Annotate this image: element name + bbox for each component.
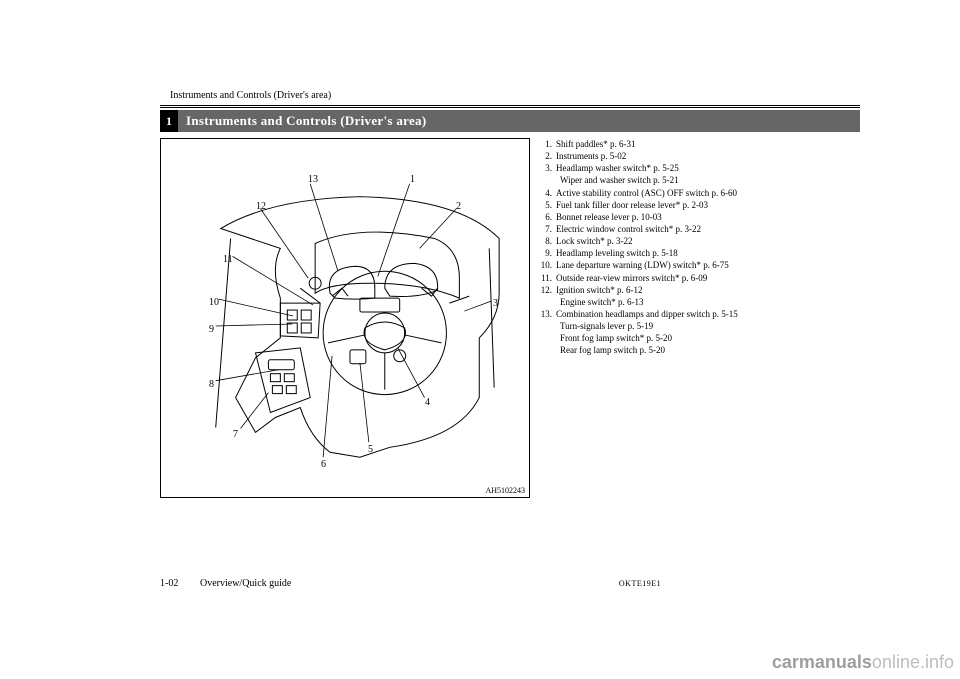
- list-item: 7.Electric window control switch* p. 3-2…: [540, 223, 860, 235]
- watermark: carmanualsonline.info: [772, 652, 954, 673]
- list-item: 5.Fuel tank filler door release lever* p…: [540, 199, 860, 211]
- callout-number: 1: [410, 174, 415, 185]
- footer-page-number: 1-02: [140, 578, 200, 589]
- footer-doc-code: OKTE19E1: [420, 579, 860, 588]
- list-item: 11.Outside rear-view mirrors switch* p. …: [540, 272, 860, 284]
- list-item-subline: Front fog lamp switch* p. 5-20: [540, 332, 860, 344]
- list-item-text: Headlamp leveling switch p. 5-18: [556, 247, 860, 259]
- list-item: 12.Ignition switch* p. 6-12: [540, 284, 860, 296]
- list-item-subline: Wiper and washer switch p. 5-21: [540, 174, 860, 186]
- list-item-text: Bonnet release lever p. 10-03: [556, 211, 860, 223]
- callout-number: 2: [456, 201, 461, 212]
- section-title: Instruments and Controls (Driver's area): [178, 110, 860, 132]
- watermark-a: carmanuals: [772, 652, 872, 672]
- callout-number: 5: [368, 444, 373, 455]
- list-item: 8.Lock switch* p. 3-22: [540, 235, 860, 247]
- list-item: 2.Instruments p. 5-02: [540, 150, 860, 162]
- list-item: 13.Combination headlamps and dipper swit…: [540, 308, 860, 320]
- list-item: 9.Headlamp leveling switch p. 5-18: [540, 247, 860, 259]
- dashboard-diagram: 12345678910111213 AH5102243: [160, 138, 530, 498]
- callout-number: 3: [493, 298, 498, 309]
- list-item-number: 3.: [540, 162, 556, 174]
- list-item-subline: Rear fog lamp switch p. 5-20: [540, 344, 860, 356]
- list-item-text: Combination headlamps and dipper switch …: [556, 308, 860, 320]
- running-head: Instruments and Controls (Driver's area): [170, 90, 860, 101]
- watermark-c: .info: [920, 652, 954, 672]
- list-item-number: 7.: [540, 223, 556, 235]
- header-rule: [160, 105, 860, 108]
- reference-list: 1.Shift paddles* p. 6-312.Instruments p.…: [540, 138, 860, 498]
- section-heading-row: 1 Instruments and Controls (Driver's are…: [160, 110, 860, 132]
- list-item-number: 12.: [540, 284, 556, 296]
- footer-section: Overview/Quick guide: [200, 578, 420, 589]
- diagram-code: AH5102243: [485, 486, 525, 495]
- list-item-text: Shift paddles* p. 6-31: [556, 138, 860, 150]
- content-row: 12345678910111213 AH5102243 1.Shift padd…: [160, 138, 860, 498]
- list-item-text: Headlamp washer switch* p. 5-25: [556, 162, 860, 174]
- list-item-number: 13.: [540, 308, 556, 320]
- callout-number: 13: [308, 174, 318, 185]
- list-item: 4.Active stability control (ASC) OFF swi…: [540, 187, 860, 199]
- list-item-text: Active stability control (ASC) OFF switc…: [556, 187, 860, 199]
- list-item-number: 5.: [540, 199, 556, 211]
- callout-number: 9: [209, 324, 214, 335]
- list-item: 3.Headlamp washer switch* p. 5-25: [540, 162, 860, 174]
- list-item-number: 2.: [540, 150, 556, 162]
- callout-number: 10: [209, 297, 219, 308]
- list-item-text: Lock switch* p. 3-22: [556, 235, 860, 247]
- page-content: Instruments and Controls (Driver's area)…: [160, 90, 860, 498]
- list-item: 6.Bonnet release lever p. 10-03: [540, 211, 860, 223]
- callout-number: 12: [256, 201, 266, 212]
- callout-number: 7: [233, 429, 238, 440]
- list-item-subline: Turn-signals lever p. 5-19: [540, 320, 860, 332]
- list-item-text: Lane departure warning (LDW) switch* p. …: [556, 259, 860, 271]
- list-item-number: 1.: [540, 138, 556, 150]
- list-item-number: 8.: [540, 235, 556, 247]
- list-item: 10.Lane departure warning (LDW) switch* …: [540, 259, 860, 271]
- callout-number: 11: [223, 254, 233, 265]
- callout-number: 4: [425, 397, 430, 408]
- page-footer: 1-02 Overview/Quick guide OKTE19E1: [140, 578, 860, 589]
- list-item-text: Instruments p. 5-02: [556, 150, 860, 162]
- list-item-text: Electric window control switch* p. 3-22: [556, 223, 860, 235]
- list-item-text: Outside rear-view mirrors switch* p. 6-0…: [556, 272, 860, 284]
- list-item-text: Fuel tank filler door release lever* p. …: [556, 199, 860, 211]
- list-item-number: 4.: [540, 187, 556, 199]
- list-item-number: 9.: [540, 247, 556, 259]
- list-item-number: 6.: [540, 211, 556, 223]
- callout-number: 6: [321, 459, 326, 470]
- callout-number: 8: [209, 379, 214, 390]
- watermark-b: online: [872, 652, 920, 672]
- chapter-number-box: 1: [160, 110, 178, 132]
- list-item: 1.Shift paddles* p. 6-31: [540, 138, 860, 150]
- list-item-subline: Engine switch* p. 6-13: [540, 296, 860, 308]
- list-item-number: 11.: [540, 272, 556, 284]
- list-item-text: Ignition switch* p. 6-12: [556, 284, 860, 296]
- list-item-number: 10.: [540, 259, 556, 271]
- dashboard-svg: [161, 139, 529, 497]
